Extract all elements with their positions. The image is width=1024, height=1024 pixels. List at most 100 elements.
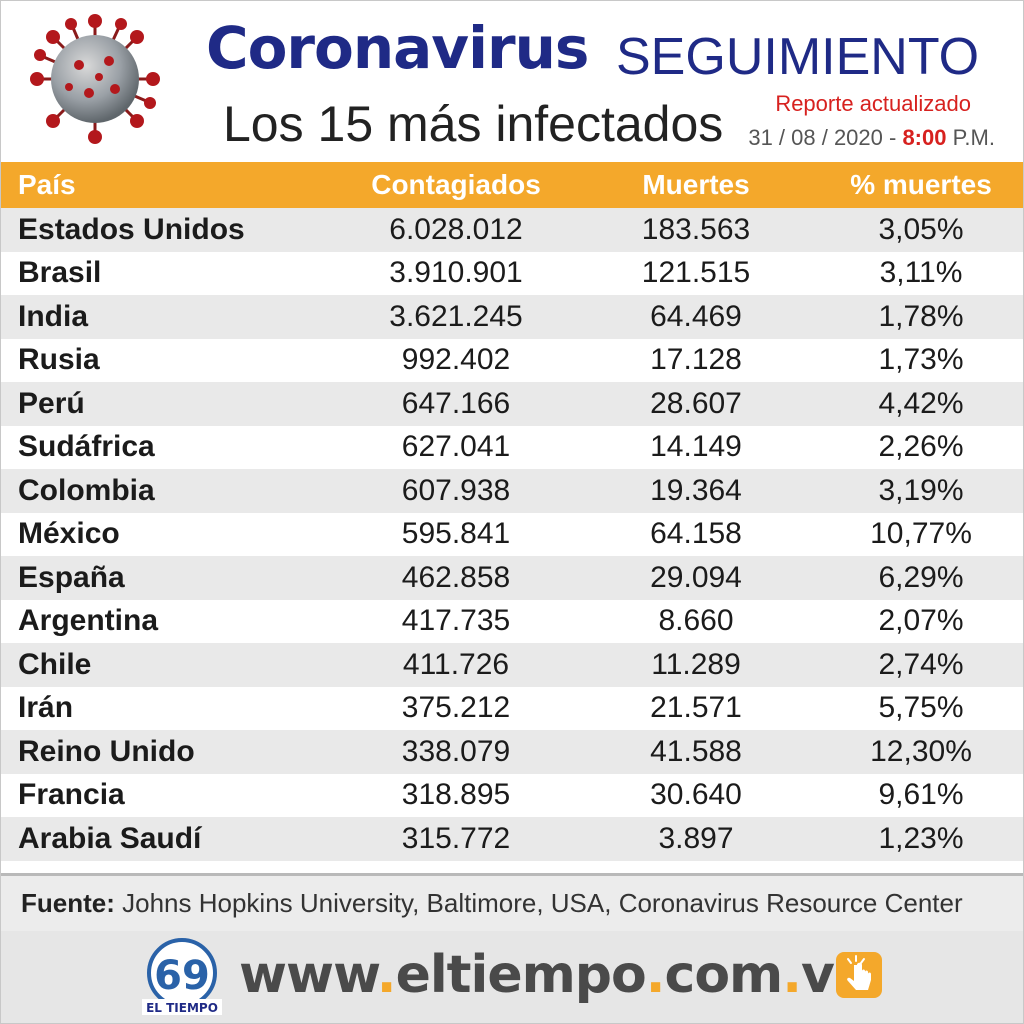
hand-pointer-icon — [836, 952, 882, 998]
cell-pct: 2,07% — [878, 604, 964, 638]
url-part: com — [664, 945, 784, 1005]
cell-muertes: 19.364 — [650, 473, 742, 507]
cell-muertes: 121.515 — [641, 256, 751, 290]
cell-pais: Chile — [18, 647, 92, 681]
table-row: Estados Unidos 6.028.012 183.563 3,05% — [1, 208, 1023, 252]
report-date: 31 / 08 / 2020 - 8:00 P.M. — [748, 127, 995, 149]
website-url[interactable]: www.eltiempo.com.ve — [239, 949, 869, 1001]
table-row: España 462.858 29.094 6,29% — [1, 556, 1023, 600]
cell-contagiados: 411.726 — [402, 647, 510, 681]
cell-pais: Rusia — [18, 343, 100, 377]
source-label: Fuente: — [21, 888, 115, 918]
table-row: Sudáfrica 627.041 14.149 2,26% — [1, 425, 1023, 469]
cell-muertes: 64.469 — [650, 299, 742, 333]
cell-pais: Arabia Saudí — [18, 821, 202, 855]
table-row: Rusia 992.402 17.128 1,73% — [1, 338, 1023, 382]
table-row: Colombia 607.938 19.364 3,19% — [1, 469, 1023, 513]
logo-text: EL TIEMPO — [146, 1001, 218, 1015]
subtitle: Los 15 más infectados — [223, 96, 724, 152]
brand-bar: 69 EL TIEMPO www.eltiempo.com.ve — [1, 931, 1023, 1023]
cell-contagiados: 315.772 — [401, 821, 511, 855]
cell-contagiados: 338.079 — [401, 734, 511, 768]
table-body: Estados Unidos 6.028.012 183.563 3,05% Bras… — [1, 208, 1023, 861]
report-time: 8:00 — [902, 125, 947, 150]
header: Coronavirus SEGUIMIENTO Los 15 más infec… — [1, 1, 1023, 161]
title-main: Coronavirus — [206, 14, 589, 82]
table-row: Brasil 3.910.901 121.515 3,11% — [1, 251, 1023, 295]
url-part: eltiempo — [395, 945, 647, 1005]
cell-pais: Estados Unidos — [18, 212, 245, 246]
cell-muertes: 21.571 — [650, 691, 742, 725]
table-header: País Contagiados Muertes % muertes — [1, 162, 1023, 208]
table-row: Francia 318.895 30.640 9,61% — [1, 773, 1023, 817]
cell-pct: 6,29% — [878, 560, 964, 594]
cell-contagiados: 992.402 — [401, 343, 511, 377]
cell-contagiados: 595.841 — [401, 517, 511, 551]
cell-muertes: 17.128 — [650, 343, 742, 377]
table-row: Irán 375.212 21.571 5,75% — [1, 686, 1023, 730]
header-muertes: Muertes — [642, 169, 750, 200]
title-sub: SEGUIMIENTO — [616, 28, 980, 86]
cell-pais: Reino Unido — [18, 734, 195, 768]
cell-pct: 2,74% — [878, 647, 964, 681]
cell-muertes: 3.897 — [658, 821, 734, 855]
cell-pais: Argentina — [18, 604, 159, 638]
cell-contagiados: 417.735 — [401, 604, 511, 638]
cell-muertes: 14.149 — [650, 430, 742, 464]
source-text: Fuente: Johns Hopkins University, Baltim… — [21, 888, 963, 919]
cell-contagiados: 462.858 — [401, 560, 511, 594]
url-dot: . — [645, 945, 666, 1005]
cell-contagiados: 6.028.012 — [389, 212, 523, 246]
table-row: Perú 647.166 28.607 4,42% — [1, 382, 1023, 426]
cell-muertes: 41.588 — [650, 734, 742, 768]
report-date-text: 31 / 08 / 2020 - — [748, 125, 903, 150]
cell-contagiados: 647.166 — [401, 386, 511, 420]
cell-muertes: 29.094 — [650, 560, 742, 594]
table-row: México 595.841 64.158 10,77% — [1, 512, 1023, 556]
cell-pct: 3,05% — [878, 212, 964, 246]
cell-contagiados: 375.212 — [401, 691, 511, 725]
cell-pct: 4,42% — [878, 386, 964, 420]
logo-number: 69 — [154, 953, 210, 999]
cell-contagiados: 607.938 — [401, 473, 511, 507]
virus-icon — [30, 14, 160, 144]
table-row: Arabia Saudí 315.772 3.897 1,23% — [1, 817, 1023, 861]
cell-contagiados: 627.041 — [401, 430, 511, 464]
cell-pct: 12,30% — [870, 734, 972, 768]
source-bar: Fuente: Johns Hopkins University, Baltim… — [1, 873, 1023, 931]
table-row: Reino Unido 338.079 41.588 12,30% — [1, 730, 1023, 774]
cell-muertes: 28.607 — [650, 386, 742, 420]
url-dot: . — [782, 945, 802, 1005]
cell-contagiados: 318.895 — [401, 778, 511, 812]
cell-pais: Perú — [18, 386, 85, 420]
cell-muertes: 64.158 — [650, 517, 742, 551]
cell-pais: Brasil — [18, 256, 102, 290]
cell-pct: 10,77% — [870, 517, 972, 551]
url-dot: . — [376, 945, 397, 1005]
cell-muertes: 8.660 — [658, 604, 734, 638]
cell-pct: 2,26% — [878, 430, 964, 464]
cell-pais: Colombia — [18, 473, 155, 507]
el-tiempo-logo: 69 EL TIEMPO — [142, 938, 222, 1015]
cell-pais: México — [18, 517, 120, 551]
report-label: Reporte actualizado — [775, 91, 971, 116]
cell-contagiados: 3.910.901 — [389, 256, 523, 290]
cell-muertes: 30.640 — [650, 778, 742, 812]
table-row: Chile 411.726 11.289 2,74% — [1, 643, 1023, 687]
cell-pct: 1,23% — [878, 821, 964, 855]
table-row: Argentina 417.735 8.660 2,07% — [1, 599, 1023, 643]
cell-pais: España — [18, 560, 125, 594]
cell-pais: Francia — [18, 778, 125, 812]
header-contagiados: Contagiados — [371, 169, 541, 200]
cell-pct: 9,61% — [878, 778, 964, 812]
table-row: India 3.621.245 64.469 1,78% — [1, 295, 1023, 339]
url-part: www — [239, 945, 378, 1005]
cell-pais: Irán — [18, 691, 74, 725]
report-pm: P.M. — [946, 125, 995, 150]
cell-pct: 3,19% — [878, 473, 964, 507]
cell-contagiados: 3.621.245 — [389, 299, 523, 333]
cell-muertes: 183.563 — [641, 212, 751, 246]
cell-pais: India — [18, 299, 89, 333]
cell-muertes: 11.289 — [651, 647, 741, 681]
